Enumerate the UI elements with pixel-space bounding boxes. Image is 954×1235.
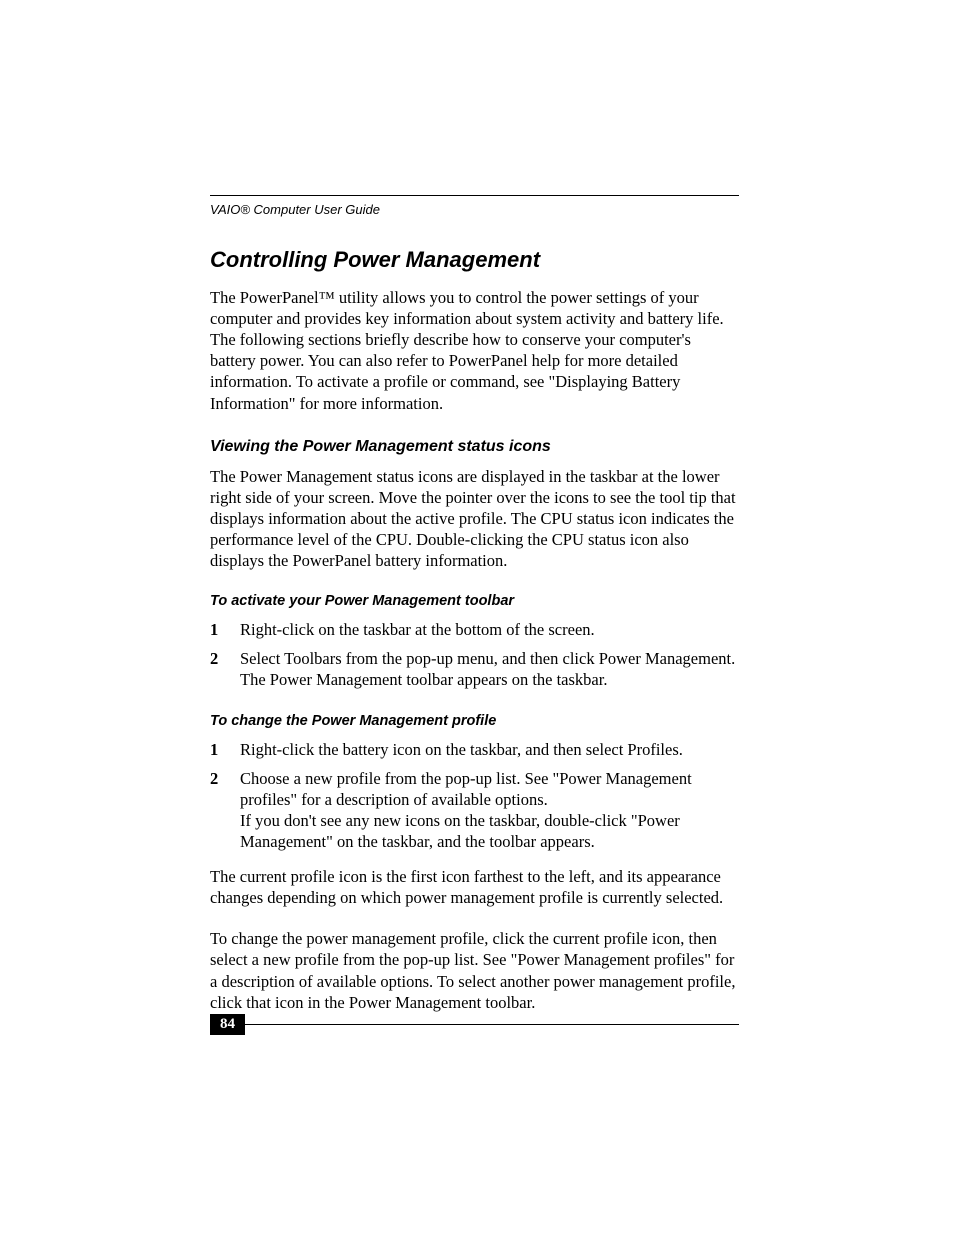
header-rule	[210, 195, 739, 196]
after-paragraph-1: The current profile icon is the first ic…	[210, 866, 739, 908]
sub-heading-change-profile: To change the Power Management profile	[210, 713, 739, 729]
page-number: 84	[210, 1014, 245, 1035]
intro-paragraph: The PowerPanel™ utility allows you to co…	[210, 287, 739, 414]
list-item: 1 Right-click on the taskbar at the bott…	[210, 619, 739, 640]
document-page: VAIO® Computer User Guide Controlling Po…	[0, 0, 954, 1235]
step-number: 2	[210, 768, 240, 852]
list-item: 1 Right-click the battery icon on the ta…	[210, 739, 739, 760]
list-item: 2 Select Toolbars from the pop-up menu, …	[210, 648, 739, 690]
section1-body: The Power Management status icons are di…	[210, 466, 739, 572]
after-paragraph-2: To change the power management profile, …	[210, 928, 739, 1012]
page-title: Controlling Power Management	[210, 247, 739, 273]
step-text: Choose a new profile from the pop-up lis…	[240, 768, 739, 852]
step-number: 2	[210, 648, 240, 690]
sub-heading-activate-toolbar: To activate your Power Management toolba…	[210, 593, 739, 609]
running-head: VAIO® Computer User Guide	[210, 202, 739, 217]
step-text: Right-click the battery icon on the task…	[240, 739, 739, 760]
footer-rule	[245, 1024, 739, 1025]
page-footer: 84	[210, 1014, 739, 1035]
step-number: 1	[210, 619, 240, 640]
section-heading-viewing-icons: Viewing the Power Management status icon…	[210, 438, 739, 456]
step-text: Right-click on the taskbar at the bottom…	[240, 619, 739, 640]
step-text: Select Toolbars from the pop-up menu, an…	[240, 648, 739, 690]
list-item: 2 Choose a new profile from the pop-up l…	[210, 768, 739, 852]
step-number: 1	[210, 739, 240, 760]
